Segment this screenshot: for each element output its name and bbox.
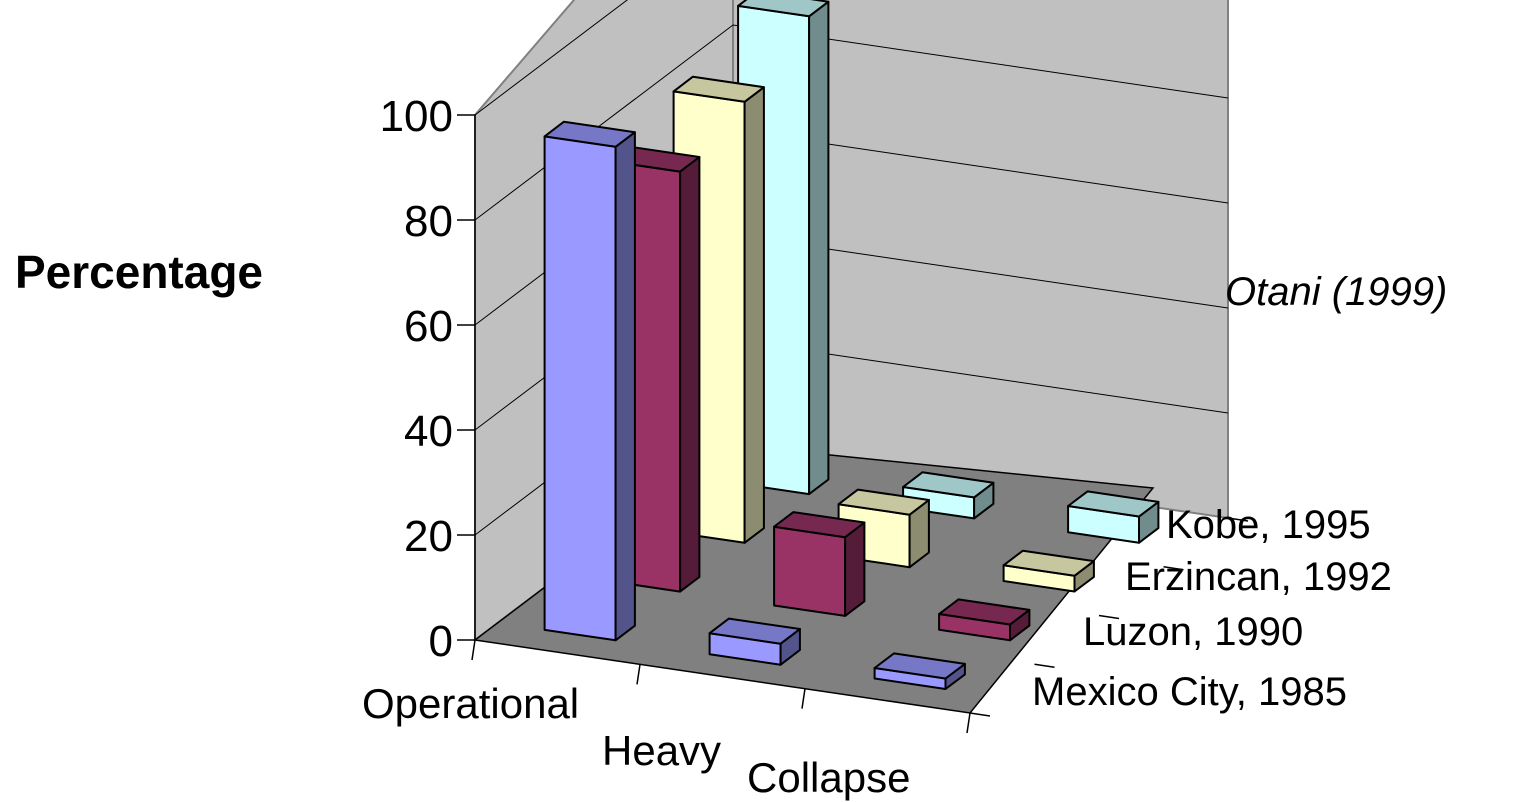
bar <box>938 598 1031 642</box>
category-label: Collapse <box>747 754 910 801</box>
series-label: Kobe, 1995 <box>1166 503 1371 547</box>
series-label: Mexico City, 1985 <box>1032 670 1347 714</box>
category-label: Heavy <box>602 727 721 774</box>
bar <box>708 617 801 666</box>
bar-top <box>938 598 1031 626</box>
labels: 0 20 40 60 80 100 Operational Heavy Collapse Mexi… <box>362 92 1392 801</box>
bar-top <box>543 120 636 148</box>
annotation: Otani (1999) <box>1225 270 1447 314</box>
bar-top <box>873 652 966 680</box>
bar-top <box>837 488 930 516</box>
bar <box>773 511 866 617</box>
series-label: Erzincan, 1992 <box>1125 555 1392 599</box>
x-tick-mark <box>636 664 641 685</box>
z-tick-mark <box>1034 663 1055 668</box>
x-tick-mark <box>966 712 971 734</box>
bar-side <box>614 131 636 642</box>
bar <box>1067 490 1160 544</box>
bar-top <box>773 511 866 539</box>
gridline <box>474 0 628 116</box>
bar <box>873 652 966 690</box>
x-tick-mark <box>801 688 806 709</box>
bar-side <box>844 521 866 617</box>
bar <box>1002 549 1095 593</box>
bar <box>543 120 636 642</box>
bar-front <box>543 135 617 642</box>
z-tick-mark <box>1098 614 1120 620</box>
bar-side <box>808 0 830 496</box>
bars <box>543 0 1160 690</box>
y-tick-label: 80 <box>404 197 453 246</box>
bar-top <box>1067 490 1160 518</box>
y-tick-label: 0 <box>429 617 453 666</box>
series-label: Luzon, 1990 <box>1083 610 1303 654</box>
y-tick-label: 100 <box>380 92 453 141</box>
bar-side <box>743 86 765 544</box>
y-tick-label: 20 <box>404 512 453 561</box>
bar-front <box>773 525 847 617</box>
bar-top <box>708 617 801 645</box>
bar-top <box>672 75 765 103</box>
axes <box>457 114 1249 734</box>
bar-top <box>1002 549 1095 577</box>
category-label: Operational <box>362 680 579 727</box>
z-tick-mark <box>969 712 991 717</box>
x-tick-mark <box>471 639 476 661</box>
y-tick-label: 60 <box>404 302 453 351</box>
z-tick-mark <box>1163 566 1184 571</box>
bar-side <box>679 156 701 593</box>
bar-top <box>737 0 830 18</box>
y-axis-label: Percentage <box>15 246 263 298</box>
z-tick-mark <box>1227 517 1249 522</box>
y-tick-label: 40 <box>404 407 453 456</box>
bar-top <box>902 471 995 499</box>
